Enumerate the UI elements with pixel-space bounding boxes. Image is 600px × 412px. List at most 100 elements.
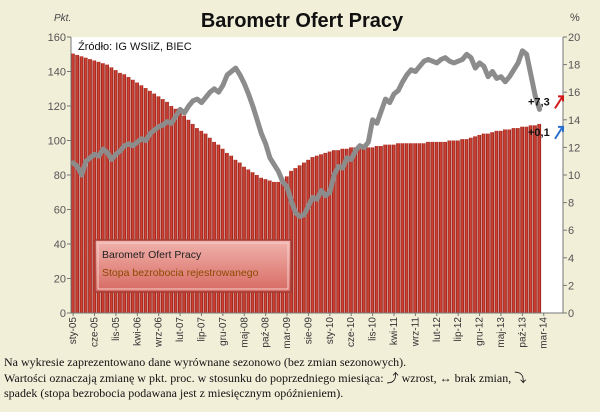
left-tick-label: 160 (48, 32, 66, 44)
line-point (427, 58, 430, 61)
x-tick-label: maj-08 (239, 317, 250, 348)
line-point (209, 91, 211, 93)
bar (511, 128, 516, 313)
bar (391, 144, 396, 313)
left-tick-label: 140 (48, 67, 66, 79)
line-point (145, 139, 147, 142)
line-point (230, 70, 233, 73)
bar (353, 147, 358, 313)
x-tick-label: sty-05 (68, 317, 79, 345)
line-point (431, 60, 434, 62)
bar (430, 141, 435, 313)
line-point (333, 174, 335, 176)
x-tick-label: mar-14 (539, 317, 550, 349)
bar (314, 155, 319, 313)
bar (92, 60, 97, 314)
line-point (110, 158, 113, 161)
bar (75, 54, 80, 313)
bar (71, 53, 75, 314)
bar (379, 146, 383, 313)
bar (225, 152, 229, 313)
bar (126, 77, 131, 314)
line-point (414, 70, 417, 73)
line-point (346, 157, 348, 159)
bar (109, 67, 114, 313)
line-point (440, 58, 442, 61)
bar (408, 143, 413, 313)
bar (404, 143, 409, 313)
bar (481, 133, 486, 313)
line-point (316, 198, 318, 200)
line-point (324, 194, 327, 197)
line-point (269, 157, 271, 159)
bar (520, 126, 524, 313)
left-tick-label: 60 (54, 205, 66, 217)
x-tick-label: lip-12 (453, 317, 464, 342)
left-axis-unit: Pkt. (54, 13, 71, 24)
line-point (448, 60, 451, 62)
line-point (487, 75, 489, 78)
right-tick-label: 10 (568, 170, 580, 182)
line-point (260, 132, 263, 135)
bar (199, 130, 204, 313)
line-point (162, 124, 164, 126)
left-tick-label: 100 (48, 136, 66, 148)
x-axis: sty-05 cze-05 lis-05 kwi-06 wrz-06 lut-07 lip-… (68, 313, 550, 349)
legend: Barometr Ofert Pracy Stopa bezrobocia re… (94, 239, 292, 293)
line-point (397, 89, 400, 92)
right-tick-label: 8 (568, 198, 574, 210)
bar (507, 129, 512, 313)
bar (477, 134, 482, 313)
legend-box (94, 239, 292, 293)
line-point (76, 165, 79, 168)
x-tick-label: paź-13 (517, 317, 528, 348)
bar (177, 112, 182, 314)
line-point (465, 53, 468, 56)
bar (220, 148, 225, 313)
bar (370, 147, 375, 313)
line-point (504, 81, 507, 83)
line-point (200, 101, 203, 104)
bar (190, 123, 195, 313)
x-tick-label: lip-07 (196, 317, 207, 342)
bar (417, 143, 422, 313)
line-point (213, 88, 216, 90)
right-tick-label: 14 (568, 115, 580, 127)
line-point (72, 162, 74, 164)
right-axis-unit: % (570, 12, 580, 24)
line-point (196, 98, 198, 100)
bar (464, 139, 469, 313)
bar (229, 155, 234, 313)
line-point (521, 50, 524, 52)
bar (207, 137, 212, 313)
line-point (534, 94, 536, 97)
bar (130, 79, 135, 313)
bar (139, 85, 144, 313)
line-point (384, 98, 387, 100)
bar (323, 152, 328, 313)
x-tick-label: gru-12 (475, 317, 486, 346)
bar (118, 72, 122, 313)
x-tick-label: paź-08 (261, 317, 272, 348)
right-tick-label: 0 (568, 308, 574, 320)
line-point (341, 167, 344, 169)
annotation-bar: +0,1 (528, 125, 564, 140)
bar (426, 141, 430, 313)
bar (182, 115, 186, 313)
line-point (380, 110, 383, 112)
line-point (273, 163, 276, 166)
bar (319, 154, 323, 313)
line-point (102, 148, 104, 150)
line-point (123, 144, 126, 147)
bar (212, 141, 216, 313)
bar (460, 139, 465, 313)
line-point (393, 93, 395, 95)
line-point (363, 146, 365, 149)
bar (336, 150, 341, 313)
bar (237, 162, 242, 313)
line-point (478, 62, 481, 64)
left-tick-label: 20 (54, 274, 66, 286)
line-point (98, 155, 100, 157)
bar (160, 99, 165, 313)
line-point (418, 65, 421, 68)
